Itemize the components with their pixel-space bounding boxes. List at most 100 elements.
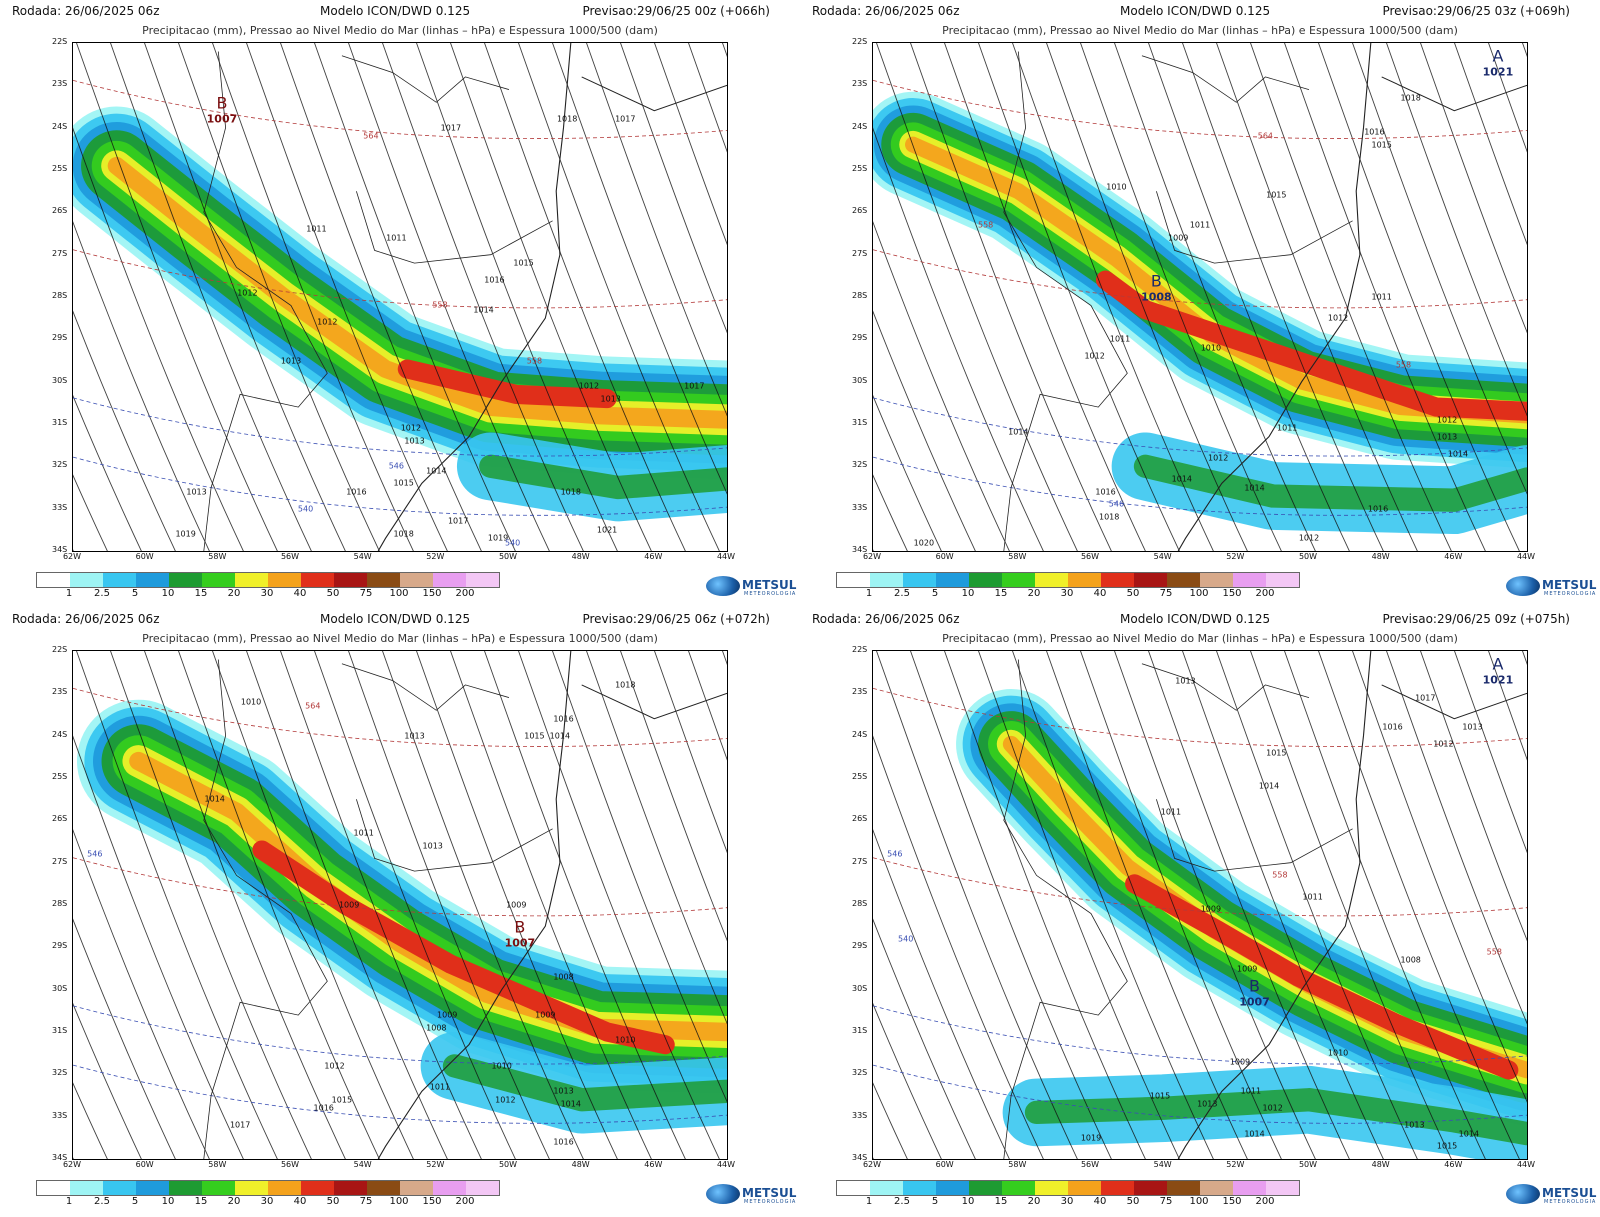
isobar-line xyxy=(1352,651,1527,1103)
lat-tick-label: 23S xyxy=(852,687,868,697)
lon-tick-label: 44W xyxy=(1516,1160,1536,1169)
isobar-label: 1012 xyxy=(324,1061,345,1071)
forecast-label: Previsao:29/06/25 00z (+066h) xyxy=(582,4,770,18)
logo-name: METSUL xyxy=(742,1186,797,1200)
isobar-label: 1014 xyxy=(204,794,225,804)
isobar-line xyxy=(873,735,1044,1159)
lat-tick-label: 24S xyxy=(52,121,68,131)
legend-label: 15 xyxy=(194,588,208,599)
legend-label: 150 xyxy=(1222,588,1242,599)
legend-swatch xyxy=(1035,573,1068,587)
isobar-label: 1016 xyxy=(346,487,367,497)
isobar-label: 1010 xyxy=(1327,1048,1349,1058)
legend-label: 15 xyxy=(994,588,1008,599)
thickness-label: 558 xyxy=(977,220,994,230)
legend-swatch xyxy=(936,573,969,587)
lon-tick-label: 56W xyxy=(280,552,300,561)
precip-south-lobe-core xyxy=(479,454,727,500)
lon-tick-label: 62W xyxy=(862,1160,882,1169)
isobar-line xyxy=(654,651,727,854)
legend-label: 15 xyxy=(194,1196,208,1207)
legend-label: 2.5 xyxy=(894,1196,910,1207)
border-line xyxy=(203,659,328,1159)
lat-tick-label: 22S xyxy=(852,645,868,654)
isobar-label: 1015 xyxy=(1266,190,1287,200)
isobar-line xyxy=(873,918,976,1159)
isobar-label: 1011 xyxy=(429,1082,451,1092)
lat-tick-label: 26S xyxy=(852,814,868,824)
isobar-line xyxy=(416,43,618,551)
forecast-label: Previsao:29/06/25 09z (+075h) xyxy=(1382,612,1570,626)
thickness-line xyxy=(873,1005,1527,1065)
map-canvas xyxy=(873,651,1527,1159)
legend-label: 200 xyxy=(455,588,475,599)
legend-swatch xyxy=(70,1181,103,1195)
isobar-label: 1018 xyxy=(1098,512,1120,522)
isobar-label: 1015 xyxy=(331,1095,353,1105)
isobar-label: 1016 xyxy=(313,1103,334,1113)
legend-label: 20 xyxy=(227,588,241,599)
pressure-center-letter: A xyxy=(1492,654,1504,674)
isobar-label: 1012 xyxy=(1084,351,1105,361)
legend-label: 5 xyxy=(931,588,939,599)
legend-label: 2.5 xyxy=(894,588,910,599)
isobar-line xyxy=(876,651,1078,1159)
lat-tick-label: 26S xyxy=(52,814,68,824)
isobar-label: 1016 xyxy=(1095,487,1116,497)
map-area: 1010 1011 1009 1015 1016 1015 1018 1011 1012 1010… xyxy=(872,42,1528,552)
isobar-label: 1013 xyxy=(600,394,621,404)
isobar-label: 1014 xyxy=(1008,427,1029,437)
isobar-label: 1014 xyxy=(1244,483,1265,492)
legend-swatch xyxy=(1068,573,1101,587)
lon-tick-label: 52W xyxy=(426,1160,445,1169)
isobar-line xyxy=(1352,43,1527,495)
lat-tick-label: 27S xyxy=(852,248,868,258)
isobar-line xyxy=(1488,651,1527,761)
lat-tick-label: 31S xyxy=(52,1026,68,1035)
border-line xyxy=(1156,799,1353,872)
legend-swatch xyxy=(103,1181,136,1195)
precip-legend xyxy=(836,572,1300,588)
isobar-line xyxy=(1386,651,1527,1025)
lon-tick-label: 46W xyxy=(644,552,663,561)
isobar-label: 1015 xyxy=(1266,748,1287,758)
lon-tick-label: 52W xyxy=(1226,1160,1245,1169)
pressure-center-value: 1021 xyxy=(1482,673,1514,687)
legend-swatch xyxy=(400,573,433,587)
pressure-center-value: 1021 xyxy=(1482,65,1514,79)
legend-label: 150 xyxy=(422,1196,442,1207)
isobar-line xyxy=(73,829,210,1159)
lat-tick-label: 22S xyxy=(852,37,868,46)
isobar-line xyxy=(1012,43,1214,551)
isobar-line xyxy=(552,43,727,495)
isobar-label: 1010 xyxy=(1200,343,1222,353)
thickness-label: 540 xyxy=(297,504,314,514)
legend-label: 30 xyxy=(1060,588,1074,599)
legend-swatch xyxy=(903,573,936,587)
coastline xyxy=(1177,43,1372,551)
isobar-line xyxy=(212,43,414,551)
lat-tick-label: 32S xyxy=(52,1068,68,1078)
isobar-label: 1009 xyxy=(437,1010,458,1020)
thickness-line xyxy=(73,857,727,917)
thickness-line xyxy=(873,1064,1527,1124)
isobar-label: 1015 xyxy=(1436,1141,1458,1151)
isobar-line xyxy=(348,43,550,551)
map-canvas xyxy=(73,43,727,551)
isobar-line xyxy=(484,43,686,551)
legend-swatch xyxy=(1068,1181,1101,1195)
isobar-label: 1018 xyxy=(393,529,414,539)
lat-tick-label: 25S xyxy=(52,164,68,173)
isobar-line xyxy=(873,127,1044,551)
lon-tick-label: 44W xyxy=(1516,552,1536,561)
isobar-label: 1021 xyxy=(596,525,618,535)
isobar-label: 1018 xyxy=(615,680,636,690)
thickness-label: 564 xyxy=(1257,131,1274,141)
isobar-line xyxy=(873,310,976,551)
thickness-line xyxy=(73,1064,727,1124)
metsul-globe-icon xyxy=(1506,576,1540,596)
thickness-label: 546 xyxy=(388,461,404,471)
isobar-line xyxy=(246,43,448,551)
thickness-line xyxy=(73,79,727,139)
isobar-label: 1016 xyxy=(1367,504,1389,514)
